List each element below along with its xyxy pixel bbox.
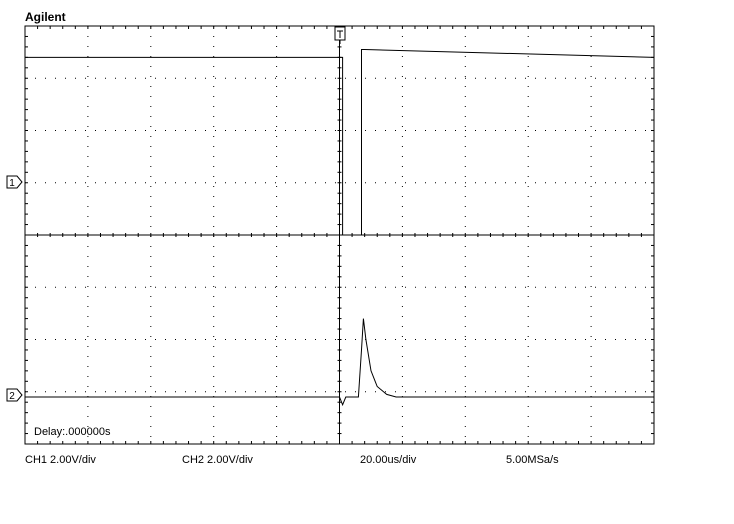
graticule bbox=[24, 25, 655, 445]
ch1-marker[interactable]: 1 bbox=[6, 175, 23, 189]
timebase-readout: 20.00us/div bbox=[360, 454, 417, 466]
delay-readout: Delay:.000000s bbox=[34, 426, 111, 438]
trace-ch2 bbox=[25, 318, 654, 407]
sample-rate-readout: 5.00MSa/s bbox=[506, 454, 559, 466]
plot-frame bbox=[24, 25, 655, 445]
brand-label: Agilent bbox=[25, 10, 66, 24]
ch2-marker[interactable]: 2 bbox=[6, 388, 23, 402]
ch1-scale-readout: CH1 2.00V/div bbox=[25, 454, 96, 466]
ch2-scale-readout: CH2 2.00V/div bbox=[182, 454, 253, 466]
waveform-traces bbox=[25, 49, 655, 407]
ch1-marker-label: 1 bbox=[9, 178, 15, 189]
ch2-marker-label: 2 bbox=[9, 391, 15, 402]
trace-ch1 bbox=[25, 49, 655, 236]
trigger-marker[interactable] bbox=[334, 26, 346, 44]
